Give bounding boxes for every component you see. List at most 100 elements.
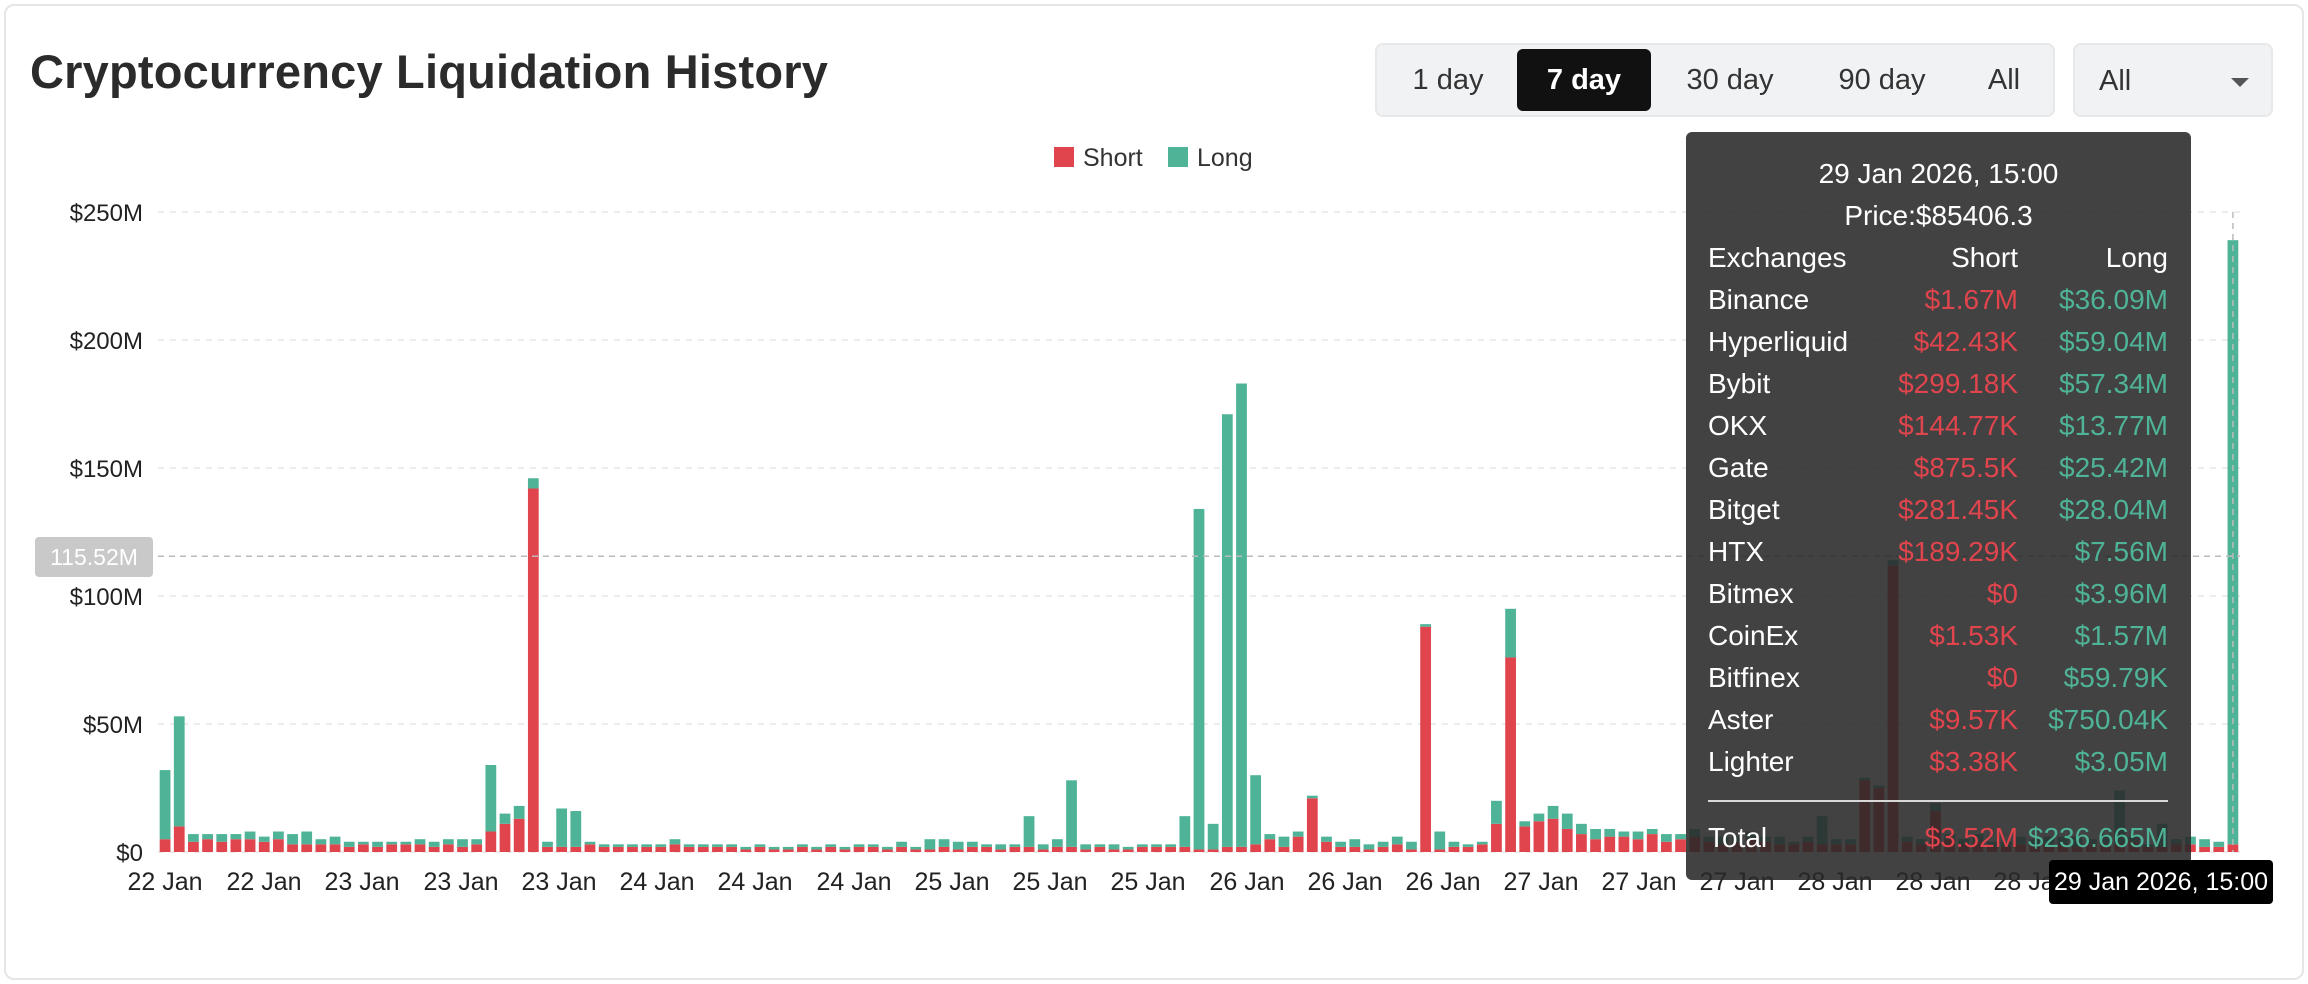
tooltip-long: $28.04M — [2059, 494, 2168, 525]
range-tab-all[interactable]: All — [1961, 49, 2047, 111]
tooltip-short: $144.77K — [1898, 410, 2018, 441]
coin-select-value: All — [2099, 65, 2132, 97]
bar-long — [1179, 816, 1191, 847]
bar-long — [1547, 805, 1559, 819]
bar-short — [372, 846, 383, 852]
tooltip-total-label: Total — [1708, 822, 1768, 853]
x-tick-label: 23 Jan — [521, 868, 596, 896]
bar-long — [697, 844, 709, 847]
coin-select[interactable]: All — [2073, 43, 2273, 117]
bar-long — [910, 846, 922, 850]
crosshair-y-label: 115.52M — [35, 537, 153, 577]
bar-long — [1335, 841, 1347, 847]
bar-short — [924, 849, 936, 852]
tooltip-long: $36.09M — [2059, 284, 2168, 315]
tooltip-long: $13.77M — [2059, 410, 2168, 441]
bar-short — [301, 844, 313, 852]
tooltip-short: $1.53K — [1929, 620, 2018, 651]
bar-long — [598, 844, 610, 847]
bar-long — [754, 844, 766, 847]
bar-short — [598, 846, 610, 852]
bar-short — [2213, 846, 2225, 852]
tooltip-short: $9.57K — [1929, 704, 2018, 735]
range-tab-90-day[interactable]: 90 day — [1809, 49, 1955, 111]
bar-short — [825, 846, 837, 852]
x-tick-label: 22 Jan — [226, 868, 301, 896]
bar-long — [244, 831, 256, 840]
bar-long — [542, 841, 553, 847]
bar-long — [173, 716, 185, 827]
bar-long — [853, 844, 865, 847]
bar-short — [159, 839, 171, 852]
bar-short — [570, 846, 582, 852]
bar-short — [1221, 846, 1233, 852]
bar-long — [1661, 834, 1672, 842]
bar-long — [1377, 841, 1389, 847]
bar-long — [1462, 844, 1474, 847]
tooltip-long: $59.04M — [2059, 326, 2168, 357]
tooltip-name: Bybit — [1708, 368, 1771, 399]
bar-long — [839, 846, 851, 850]
bar-long — [1066, 780, 1077, 847]
bar-long — [896, 841, 907, 847]
bar-short — [216, 841, 228, 852]
bar-long — [1519, 821, 1531, 827]
bar-short — [584, 844, 596, 852]
bar-long — [1009, 844, 1021, 847]
tooltip-row: Bitmex $0 $3.96M — [1708, 578, 2168, 618]
bar-long — [258, 836, 270, 842]
bar-short — [485, 831, 497, 852]
bar-short — [1066, 846, 1077, 852]
bar-short — [244, 839, 256, 852]
bar-short — [400, 844, 412, 852]
range-tab-30-day[interactable]: 30 day — [1657, 49, 1803, 111]
bar-short — [896, 846, 907, 852]
bar-short — [981, 846, 992, 852]
tooltip-row: Bitget $281.45K $28.04M — [1708, 494, 2168, 534]
tooltip-name: Bitfinex — [1708, 662, 1800, 693]
tooltip-row: Bitfinex $0 $59.79K — [1708, 662, 2168, 702]
bar-short — [414, 844, 426, 852]
bar-long — [442, 839, 454, 845]
tooltip-name: Binance — [1708, 284, 1810, 315]
range-tab-1-day[interactable]: 1 day — [1383, 49, 1513, 111]
bar-short — [1292, 836, 1304, 852]
bar-long — [726, 844, 737, 847]
bar-short — [910, 849, 922, 852]
bar-long — [343, 841, 355, 847]
tooltip-row: Binance $1.67M $36.09M — [1708, 284, 2168, 324]
bar-short — [811, 849, 822, 852]
bar-long — [1321, 836, 1332, 842]
range-tab-7-day[interactable]: 7 day — [1517, 49, 1651, 111]
bar-short — [315, 844, 327, 852]
bar-long — [414, 839, 426, 845]
bar-long — [1561, 813, 1573, 829]
tooltip-name: CoinEx — [1708, 620, 1799, 651]
bar-long — [527, 478, 539, 489]
tooltip-header-short: Short — [1951, 242, 2018, 273]
bar-long — [428, 841, 440, 847]
bar-long — [386, 841, 398, 845]
bar-short — [1349, 846, 1361, 852]
legend-swatch-short — [1054, 147, 1074, 167]
bar-long — [2199, 839, 2210, 847]
tooltip-long: $1.57M — [2074, 620, 2168, 651]
bar-long — [188, 834, 199, 842]
bar-short — [471, 844, 483, 852]
x-tick-label: 25 Jan — [1012, 868, 1087, 896]
bar-short — [712, 846, 723, 852]
bar-long — [457, 839, 468, 847]
bar-long — [1406, 841, 1417, 850]
tooltip-name: HTX — [1708, 536, 1764, 567]
tooltip: 29 Jan 2026, 15:00 Price:$85406.3 Exchan… — [1686, 132, 2191, 880]
tooltip-row: CoinEx $1.53K $1.57M — [1708, 620, 2168, 660]
bar-short — [1278, 846, 1290, 852]
bar-long — [1349, 839, 1361, 847]
bar-short — [1122, 849, 1134, 852]
tooltip-header-exchanges: Exchanges — [1708, 242, 1847, 273]
x-tick-label: 26 Jan — [1307, 868, 1382, 896]
bar-short — [740, 849, 752, 852]
tooltip-short: $875.5K — [1913, 452, 2018, 483]
bar-short — [343, 846, 355, 852]
bar-short — [1377, 846, 1389, 852]
